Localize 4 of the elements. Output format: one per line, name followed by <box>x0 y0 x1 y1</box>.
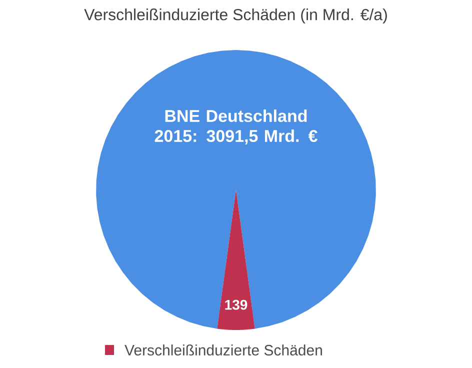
data-label: BNE Deutschland 2015: 3091,5 Mrd. € <box>154 110 318 144</box>
data-label: 139 <box>225 300 248 310</box>
chart-title: Verschleißinduzierte Schäden (in Mrd. €/a) <box>84 8 387 24</box>
legend-label: Verschleißinduzierte Schäden <box>124 344 322 356</box>
